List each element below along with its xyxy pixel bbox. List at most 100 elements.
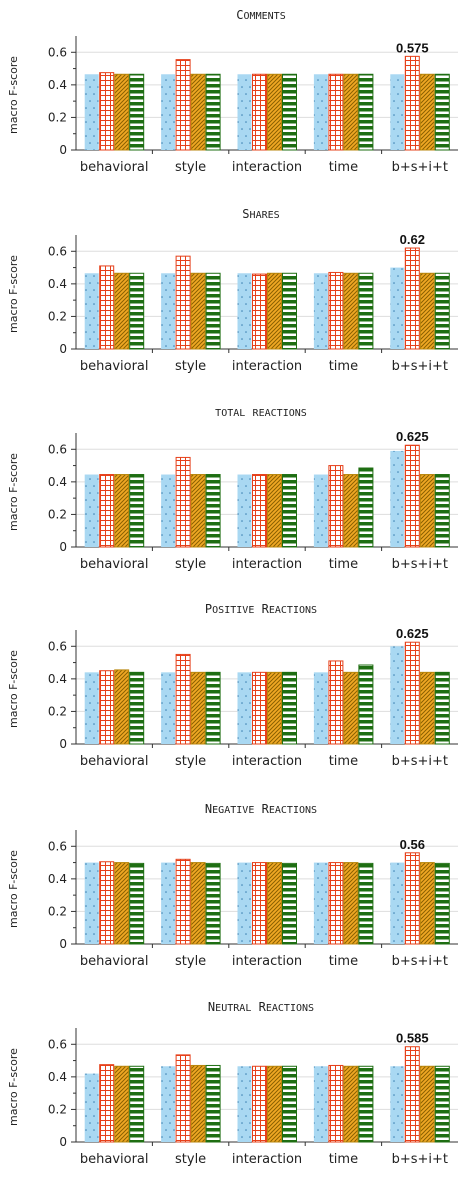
bar-series3-behavioral (114, 272, 130, 350)
bar-series1-b+s+i+t (390, 450, 405, 547)
bar-series3-behavioral (114, 669, 130, 745)
y-tick-label: 0.4 (48, 1070, 67, 1084)
value-annotation: 0.625 (396, 429, 429, 444)
bar-series4-time (358, 862, 374, 945)
bar-series4-style (205, 272, 221, 350)
bar-series4-style (205, 73, 221, 151)
bar-series4-behavioral (129, 1065, 145, 1143)
y-tick-label: 0.6 (48, 839, 67, 853)
x-tick-label: interaction (232, 359, 302, 374)
bar-series3-style (190, 1064, 206, 1143)
bar-series2-style (175, 59, 191, 151)
value-annotation: 0.625 (396, 626, 429, 641)
bar-series3-interaction (267, 474, 282, 548)
bar-series4-style (205, 862, 221, 945)
bar-series4-interaction (282, 671, 297, 745)
y-tick-label: 0.4 (48, 475, 67, 489)
bar-series3-b+s+i+t (419, 474, 435, 548)
y-tick-label: 0 (59, 342, 67, 356)
value-annotation: 0.56 (400, 837, 425, 852)
y-axis-label: macro F-score (7, 650, 20, 728)
bar-series3-interaction (267, 862, 282, 945)
bar-series2-b+s+i+t (404, 55, 420, 151)
x-tick-label: time (329, 754, 358, 769)
bar-series4-b+s+i+t (434, 1065, 450, 1143)
bar-series1-behavioral (84, 74, 99, 150)
bar-series2-interaction (252, 1065, 267, 1143)
bar-series3-b+s+i+t (419, 73, 435, 151)
y-tick-label: 0.6 (48, 45, 67, 59)
x-tick-label: behavioral (80, 359, 149, 374)
bar-series2-time (328, 862, 344, 945)
bar-series2-style (175, 1054, 191, 1143)
bar-series4-behavioral (129, 73, 145, 151)
bar-series3-interaction (267, 272, 282, 350)
bar-series1-b+s+i+t (390, 267, 405, 349)
y-axis-label: macro F-score (7, 850, 20, 928)
y-tick-label: 0 (59, 737, 67, 751)
bar-series3-time (343, 1065, 359, 1143)
bar-series2-time (328, 271, 344, 350)
bar-series1-b+s+i+t (390, 74, 405, 150)
x-tick-label: b+s+i+t (392, 1152, 448, 1167)
bar-series4-behavioral (129, 474, 145, 548)
bar-series1-time (313, 862, 328, 944)
bar-series2-style (175, 255, 191, 350)
bar-series1-interaction (237, 1066, 252, 1142)
bar-series4-time (358, 664, 374, 745)
x-tick-label: style (175, 754, 206, 769)
bar-series2-behavioral (99, 265, 115, 350)
bar-series1-b+s+i+t (390, 862, 405, 944)
x-tick-label: b+s+i+t (392, 557, 448, 572)
bar-series3-style (190, 73, 206, 151)
bar-series2-interaction (252, 474, 267, 548)
y-tick-label: 0 (59, 540, 67, 554)
x-tick-label: behavioral (80, 954, 149, 969)
x-tick-label: interaction (232, 754, 302, 769)
y-axis-label: macro F-score (7, 255, 20, 333)
x-tick-label: interaction (232, 160, 302, 175)
bar-series1-interaction (237, 862, 252, 944)
bar-series3-time (343, 272, 359, 350)
x-tick-label: b+s+i+t (392, 954, 448, 969)
bar-series4-time (358, 73, 374, 151)
bar-series3-b+s+i+t (419, 671, 435, 745)
x-tick-label: interaction (232, 557, 302, 572)
bar-series4-b+s+i+t (434, 474, 450, 548)
bar-series4-behavioral (129, 272, 145, 350)
bar-series1-style (161, 1066, 176, 1142)
bar-series3-time (343, 474, 359, 548)
bar-series4-b+s+i+t (434, 862, 450, 945)
bar-series4-interaction (282, 272, 297, 350)
bar-series3-style (190, 272, 206, 350)
chart-panel-1: COMMENTS macro F-score 0 0.2 0.4 0.6 behaviora… (7, 8, 458, 175)
bar-series2-behavioral (99, 474, 115, 548)
x-tick-label: behavioral (80, 754, 149, 769)
bar-series3-time (343, 671, 359, 745)
bar-series3-interaction (267, 73, 282, 151)
x-tick-label: time (329, 557, 358, 572)
value-annotation: 0.62 (400, 232, 425, 247)
bar-series4-style (205, 671, 221, 745)
bar-series1-interaction (237, 672, 252, 744)
bar-series1-time (313, 74, 328, 150)
bar-series4-b+s+i+t (434, 671, 450, 745)
x-tick-label: behavioral (80, 160, 149, 175)
y-tick-label: 0.2 (48, 507, 67, 521)
bar-series2-b+s+i+t (404, 444, 420, 548)
bar-series1-time (313, 474, 328, 547)
bar-series1-b+s+i+t (390, 1066, 405, 1142)
bar-series2-style (175, 456, 191, 548)
chart-panel-3: TOTAL REACTIONS macro F-score 0 0.2 0.4 0.6 be… (7, 408, 458, 572)
bar-series1-behavioral (84, 474, 99, 547)
bar-series4-interaction (282, 862, 297, 945)
bar-series1-behavioral (84, 1073, 99, 1142)
bar-series2-behavioral (99, 1064, 115, 1143)
y-tick-label: 0.2 (48, 704, 67, 718)
x-tick-label: interaction (232, 954, 302, 969)
y-axis-label: macro F-score (7, 56, 20, 134)
y-tick-label: 0.2 (48, 1102, 67, 1116)
chart-panel-2: SHARES macro F-score 0 0.2 0.4 0.6 behavioral s… (7, 207, 458, 374)
bar-series2-time (328, 1064, 344, 1143)
